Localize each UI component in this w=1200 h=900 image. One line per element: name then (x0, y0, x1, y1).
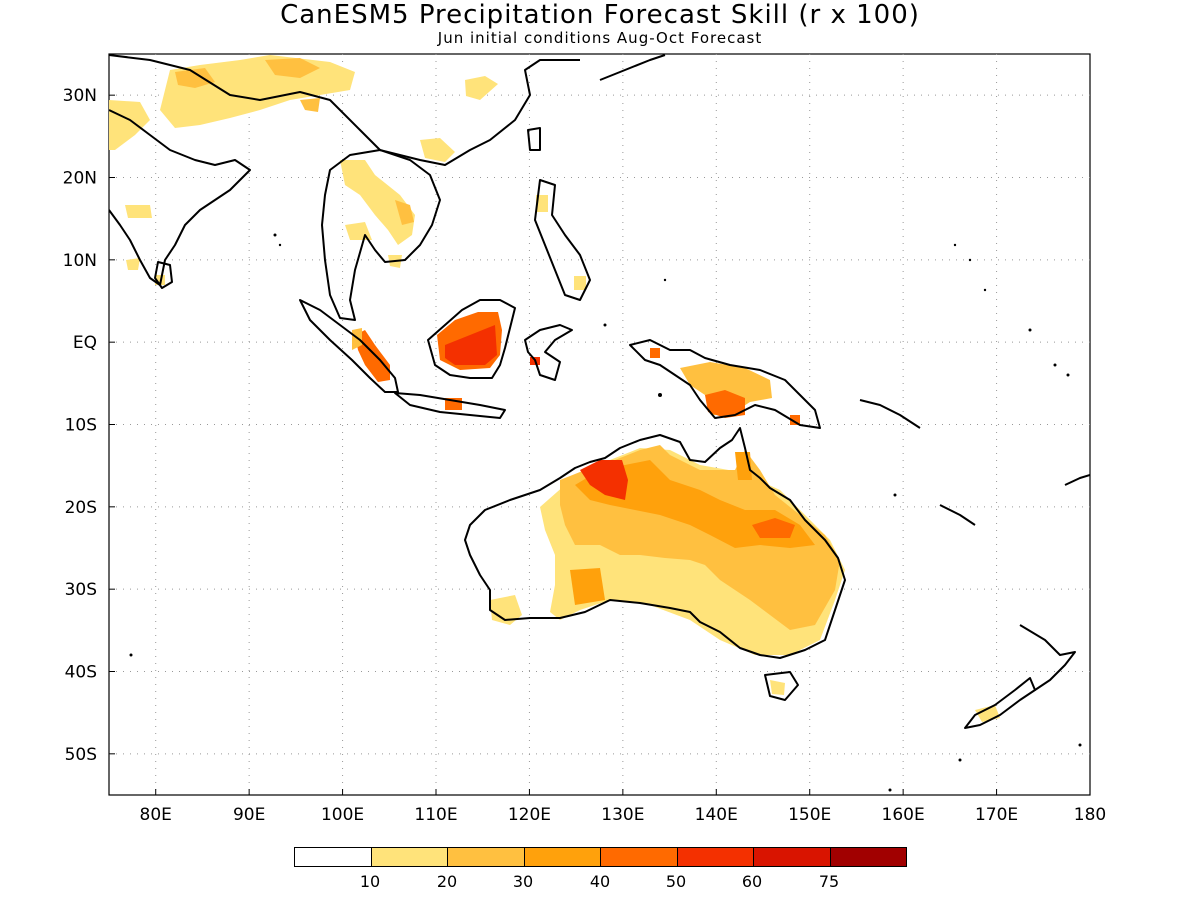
coastlines (109, 54, 1090, 729)
lon-tick-label: 140E (695, 805, 738, 825)
colorbar-swatch (447, 847, 525, 867)
coast-philippines (534, 179, 591, 301)
lat-tick-label: 20S (65, 498, 97, 518)
coast-sri-lanka (154, 261, 173, 289)
colorbar-label: 75 (818, 872, 840, 891)
coast-new-guinea (629, 339, 821, 429)
colorbar-label: 30 (512, 872, 534, 891)
lon-tick-label: 80E (140, 805, 172, 825)
colorbar-label: 50 (665, 872, 687, 891)
lon-tick-label: 100E (321, 805, 364, 825)
colorbar-label: 20 (436, 872, 458, 891)
colorbar-swatch (600, 847, 678, 867)
coast-new-zealand-north (1019, 624, 1076, 691)
coast-india (109, 109, 251, 286)
lat-tick-label: 10N (63, 251, 97, 271)
colorbar-label: 60 (741, 872, 763, 891)
lat-tick-label: 10S (65, 416, 97, 436)
lat-tick-label: EQ (73, 333, 97, 353)
map-subtitle: Jun initial conditions Aug-Oct Forecast (437, 29, 763, 47)
colorbar-swatch (676, 847, 754, 867)
coast-tasmania (764, 671, 799, 701)
colorbar-swatch (294, 847, 372, 867)
coast-taiwan (527, 127, 541, 151)
coast-sumatra (299, 299, 399, 393)
coast-sulawesi (524, 324, 573, 381)
shade-new-guinea (680, 362, 772, 415)
coast-malay-indochina (321, 149, 441, 321)
skill-shading (109, 55, 1000, 722)
colorbar-label: 10 (359, 872, 381, 891)
colorbar-label: 40 (589, 872, 611, 891)
lat-tick-label: 30N (63, 86, 97, 106)
coast-borneo (427, 299, 516, 379)
lat-tick-label: 30S (65, 580, 97, 600)
lat-tick-label: 40S (65, 663, 97, 683)
lon-tick-label: 160E (882, 805, 925, 825)
lon-tick-label: 90E (233, 805, 265, 825)
colorbar (294, 847, 907, 869)
coast-japan (599, 54, 666, 81)
lon-tick-label: 180 (1074, 805, 1106, 825)
coast-new-zealand-south (964, 677, 1036, 729)
shade-kimberley (580, 460, 628, 500)
lon-tick-label: 110E (414, 805, 457, 825)
lon-tick-label: 170E (975, 805, 1018, 825)
shade-indochina (340, 160, 415, 245)
coast-java (394, 392, 506, 419)
lon-tick-label: 130E (601, 805, 644, 825)
map-title: CanESM5 Precipitation Forecast Skill (r … (280, 0, 920, 30)
lat-tick-label: 20N (63, 169, 97, 189)
coast-asia-north (109, 54, 580, 166)
coast-australia (464, 427, 846, 659)
lon-tick-labels: 80E 90E 100E 110E 120E 130E 140E 150E 160E 170E 18… (140, 789, 1106, 825)
lon-tick-label: 150E (788, 805, 831, 825)
small-islands (129, 233, 1082, 792)
colorbar-swatch (829, 847, 907, 867)
colorbar-swatch (753, 847, 831, 867)
lat-tick-labels: 30N 20N 10N EQ 10S 20S 30S 40S 50S (63, 86, 115, 765)
colorbar-swatch (523, 847, 601, 867)
colorbar-swatch (370, 847, 448, 867)
lat-tick-label: 50S (65, 745, 97, 765)
lon-tick-label: 120E (508, 805, 551, 825)
